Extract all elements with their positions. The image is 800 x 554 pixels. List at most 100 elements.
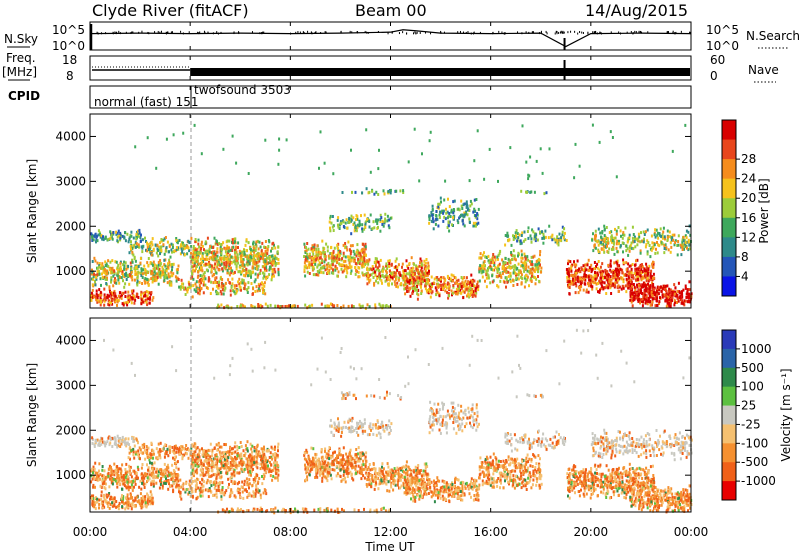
range-cell [214,262,217,266]
range-cell [126,442,129,446]
range-cell [359,259,362,263]
range-cell [331,303,334,307]
range-cell [102,440,104,444]
range-cell [149,242,152,246]
range-cell [221,247,224,251]
range-cell [336,261,338,264]
range-cell [411,287,414,290]
nsky-sample [157,30,159,33]
range-cell [491,259,494,263]
range-cell [655,247,657,251]
range-cell [656,287,659,291]
range-cell [600,241,602,244]
range-cell [590,284,593,288]
range-cell [216,247,219,251]
range-cell [268,256,271,260]
range-cell [669,288,672,292]
range-cell [104,235,107,239]
range-cell [357,257,360,261]
range-cell [254,242,257,246]
range-cell [485,269,488,273]
range-cell [597,248,600,252]
nsky-sample [217,32,219,35]
range-cell [132,295,135,298]
range-cell [139,479,142,483]
range-cell [148,250,151,254]
nsky-sample [340,30,342,33]
range-cell [130,230,133,234]
range-cell [476,283,479,287]
range-cell [637,298,640,302]
range-cell [178,238,181,242]
range-cell [111,472,114,476]
range-cell [631,297,634,300]
range-cell [603,224,606,228]
range-cell [579,279,582,283]
range-cell [332,172,335,176]
range-cell [98,462,101,466]
range-cell [361,247,364,251]
range-cell [235,267,238,271]
range-cell [462,289,465,293]
range-cell [242,258,245,262]
range-cell [662,226,665,230]
range-cell [114,294,117,298]
range-cell [508,260,511,264]
range-cell [271,269,274,273]
nsearch-tick-top: 10^5 [706,23,739,37]
range-cell [612,242,615,246]
nsky-sample [262,31,264,34]
range-cell [98,272,101,276]
range-cell [324,304,327,308]
range-cell [165,273,168,277]
range-cell [617,278,620,282]
range-cell [103,469,106,473]
range-cell [177,246,179,250]
range-cell [216,265,219,269]
range-cell [112,274,115,278]
range-cell [142,292,145,296]
range-cell [116,235,119,239]
range-cell [319,256,322,260]
range-cell [413,127,416,131]
range-cell [678,291,681,295]
range-cell [274,246,277,250]
range-cell [345,275,348,279]
range-cell [648,278,651,282]
range-cell [404,280,407,284]
range-cell [524,256,527,260]
range-cell [449,215,452,218]
range-cell [95,275,98,279]
range-cell [331,253,334,257]
range-cell [255,285,258,289]
range-cell [687,230,690,234]
range-cell [663,247,666,250]
range-cell [578,164,581,168]
range-cell [145,290,148,293]
range-cell [387,283,390,287]
range-cell [411,291,414,295]
range-cell [606,273,608,277]
range-cell [277,162,280,166]
range-cell [159,248,161,252]
range-cell [219,257,222,261]
range-cell [108,303,111,307]
range-cell [171,265,174,269]
range-cell [154,243,157,247]
range-cell [505,278,508,282]
range-cell [461,281,464,285]
range-cell [560,236,563,240]
range-cell [432,220,435,224]
range-cell [558,232,561,236]
range-cell [387,275,390,279]
range-cell [630,300,633,304]
range-cell [646,276,649,280]
range-cell [473,284,476,288]
range-cell [651,291,654,295]
range-cell [452,284,455,287]
range-cell [172,133,175,137]
range-cell [115,232,118,236]
range-cell [382,189,385,193]
range-cell [320,259,323,263]
range-cell [379,258,382,262]
